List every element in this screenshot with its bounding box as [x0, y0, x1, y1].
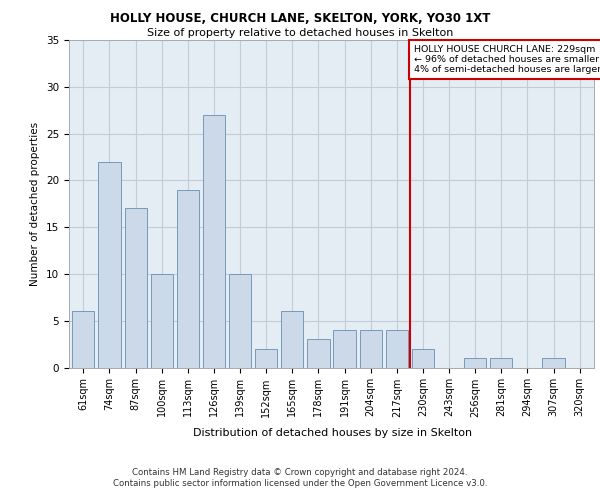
Bar	[98, 162, 121, 368]
Bar	[255, 349, 277, 368]
Text: Contains HM Land Registry data © Crown copyright and database right 2024.
Contai: Contains HM Land Registry data © Crown c…	[113, 468, 487, 487]
Text: Distribution of detached houses by size in Skelton: Distribution of detached houses by size …	[193, 428, 473, 438]
Bar	[203, 115, 225, 368]
Bar	[281, 312, 304, 368]
Bar	[125, 208, 147, 368]
Bar	[229, 274, 251, 368]
Bar	[334, 330, 356, 368]
Bar	[177, 190, 199, 368]
Bar	[151, 274, 173, 368]
Bar	[542, 358, 565, 368]
Bar	[72, 312, 94, 368]
Bar	[307, 340, 329, 367]
Bar	[464, 358, 486, 368]
Y-axis label: Number of detached properties: Number of detached properties	[31, 122, 40, 286]
Text: HOLLY HOUSE, CHURCH LANE, SKELTON, YORK, YO30 1XT: HOLLY HOUSE, CHURCH LANE, SKELTON, YORK,…	[110, 12, 490, 26]
Bar	[490, 358, 512, 368]
Bar	[386, 330, 408, 368]
Bar	[359, 330, 382, 368]
Text: Size of property relative to detached houses in Skelton: Size of property relative to detached ho…	[147, 28, 453, 38]
Text: HOLLY HOUSE CHURCH LANE: 229sqm
← 96% of detached houses are smaller (133)
4% of: HOLLY HOUSE CHURCH LANE: 229sqm ← 96% of…	[414, 44, 600, 74]
Bar	[412, 349, 434, 368]
